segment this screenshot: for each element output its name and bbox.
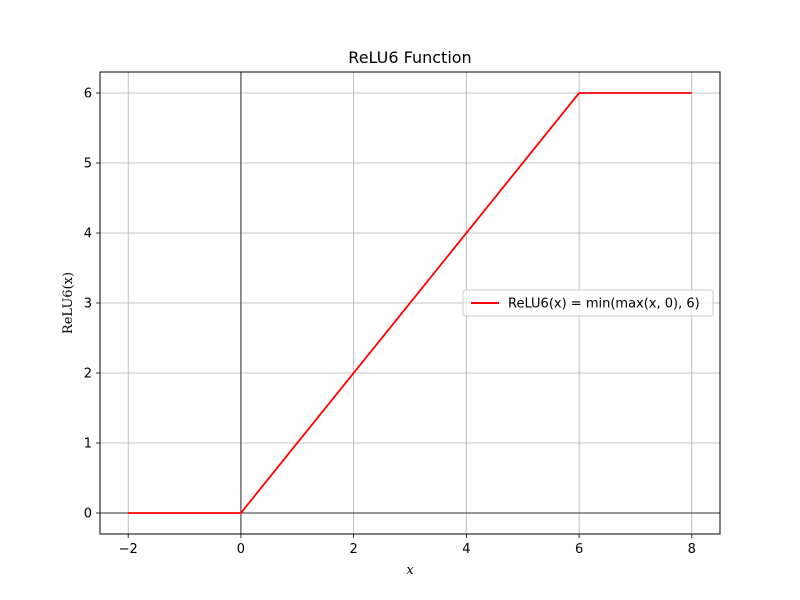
- x-tick-label: 8: [688, 542, 696, 557]
- y-tick-label: 1: [84, 437, 92, 452]
- tick-labels: −2 0 2 4 6 8 0 1 2 3 4 5 6: [84, 87, 696, 558]
- y-tick-label: 4: [84, 227, 92, 242]
- y-tick-label: 5: [84, 157, 92, 172]
- legend-label: ReLU6(x) = min(max(x, 0), 6): [508, 297, 700, 312]
- y-axis-label: ReLU6(x): [61, 272, 76, 334]
- tick-marks: [96, 92, 693, 538]
- x-tick-label: 6: [575, 542, 583, 557]
- x-tick-label: 4: [462, 542, 470, 557]
- relu6-series-line: [128, 92, 692, 514]
- x-tick-label: 2: [349, 542, 357, 557]
- y-tick-label: 6: [84, 87, 92, 102]
- y-tick-label: 3: [84, 297, 92, 312]
- legend: ReLU6(x) = min(max(x, 0), 6): [462, 289, 714, 317]
- series-layer: [128, 92, 692, 514]
- x-axis-label: x: [406, 563, 414, 578]
- x-tick-label: 0: [237, 542, 245, 557]
- x-tick-label: −2: [119, 542, 138, 557]
- y-tick-label: 0: [84, 507, 92, 522]
- chart-title: ReLU6 Function: [348, 48, 471, 67]
- y-tick-label: 2: [84, 367, 92, 382]
- legend-box: [462, 289, 714, 317]
